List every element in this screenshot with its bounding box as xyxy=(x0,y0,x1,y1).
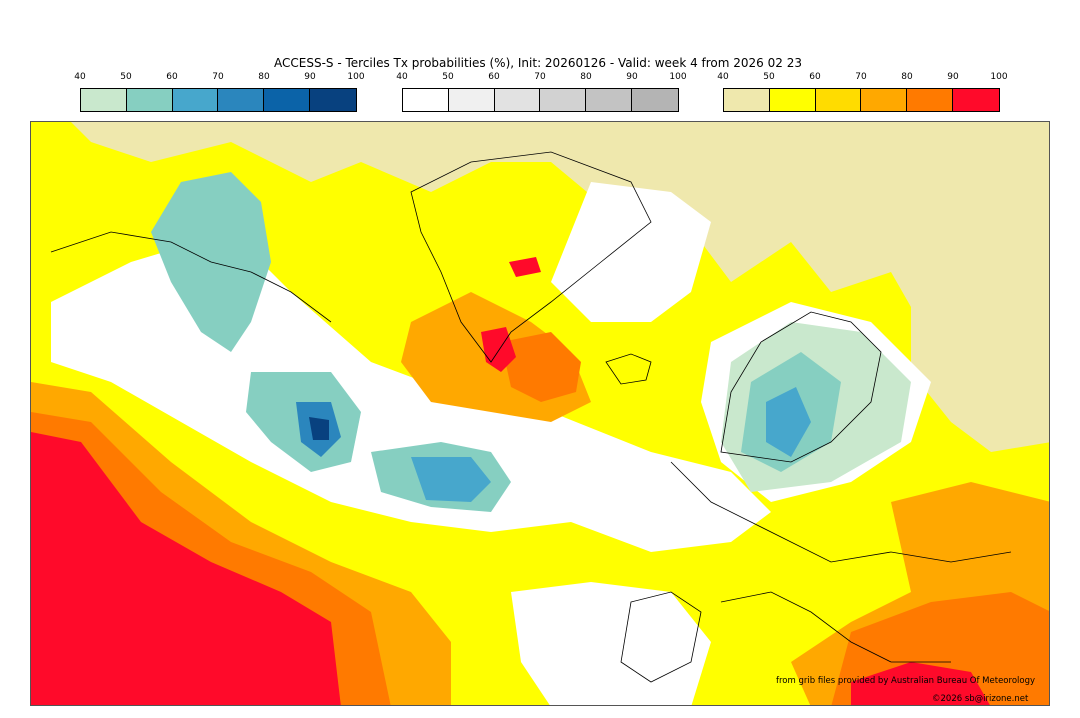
tick-label: 70 xyxy=(855,72,867,82)
tick-label: 50 xyxy=(442,72,454,82)
colorbar-ticks-near: 40 50 60 70 80 90 100 xyxy=(396,72,686,84)
white-band-north xyxy=(551,182,711,322)
tick-label: 80 xyxy=(580,72,592,82)
tick-label: 70 xyxy=(534,72,546,82)
tick-label: 100 xyxy=(347,72,365,82)
coastline-mediterranean xyxy=(720,591,951,663)
pale-region-east xyxy=(911,292,1049,452)
coastline-iberia xyxy=(620,591,702,683)
coastline-canada xyxy=(50,231,332,323)
pale-region-north xyxy=(71,122,1049,382)
orange-region-iceland xyxy=(501,332,581,402)
tick-label: 90 xyxy=(947,72,959,82)
colorbar-swatch xyxy=(907,89,954,111)
tick-label: 100 xyxy=(669,72,687,82)
tick-label: 100 xyxy=(990,72,1008,82)
tick-label: 60 xyxy=(488,72,500,82)
tick-label: 70 xyxy=(212,72,224,82)
tick-label: 50 xyxy=(120,72,132,82)
colorbar-swatch xyxy=(861,89,908,111)
tick-label: 60 xyxy=(166,72,178,82)
colorbar-swatch xyxy=(953,89,999,111)
coastline-scandinavia xyxy=(720,311,882,463)
tick-label: 90 xyxy=(304,72,316,82)
colorbar-ticks-below: 40 50 60 70 80 90 100 xyxy=(74,72,364,84)
colorbar-swatch xyxy=(769,89,816,111)
blue-deep-mid-atlantic xyxy=(411,457,491,502)
blue-deep-scandinavia xyxy=(766,387,811,457)
colorbar-swatch xyxy=(81,89,127,111)
coastline-iceland xyxy=(605,353,652,385)
red-region-mediterranean xyxy=(851,662,990,705)
tick-label: 40 xyxy=(74,72,86,82)
forecast-map xyxy=(30,121,1050,706)
map-canvas xyxy=(31,122,1049,705)
tick-label: 80 xyxy=(258,72,270,82)
coastlines xyxy=(50,151,1012,683)
red-hotspot-north xyxy=(509,257,541,277)
tick-label: 40 xyxy=(396,72,408,82)
colorbar-near-normal xyxy=(402,88,679,112)
colorbar-swatch xyxy=(264,89,311,111)
coastline-europe xyxy=(670,461,1012,563)
colorbar-swatch xyxy=(494,89,541,111)
colorbar-swatch xyxy=(632,89,678,111)
map-title: ACCESS-S - Terciles Tx probabilities (%)… xyxy=(274,56,802,70)
colorbar-above-normal xyxy=(723,88,1000,112)
colorbar-swatch xyxy=(586,89,633,111)
white-band-iberia xyxy=(511,582,711,705)
colorbar-swatch xyxy=(218,89,265,111)
colorbar-swatch xyxy=(172,89,219,111)
colorbar-swatch xyxy=(403,89,449,111)
colorbar-swatch xyxy=(448,89,495,111)
tick-label: 80 xyxy=(901,72,913,82)
tick-label: 60 xyxy=(809,72,821,82)
colorbar-swatch xyxy=(815,89,862,111)
coastline-greenland xyxy=(410,151,652,363)
credit-source: from grib files provided by Australian B… xyxy=(776,676,1036,686)
tick-label: 50 xyxy=(763,72,775,82)
colorbar-swatch xyxy=(724,89,770,111)
colorbar-ticks-above: 40 50 60 70 80 90 100 xyxy=(717,72,1007,84)
blue-core-labrador xyxy=(309,417,329,440)
colorbar-below-normal xyxy=(80,88,357,112)
tick-label: 40 xyxy=(717,72,729,82)
colorbar-swatch xyxy=(310,89,356,111)
credit-copyright: ©2026 sb@irizone.net xyxy=(932,694,1029,704)
red-region-southwest xyxy=(31,432,341,705)
colorbar-swatch xyxy=(126,89,173,111)
colorbar-swatch xyxy=(540,89,587,111)
tick-label: 90 xyxy=(626,72,638,82)
